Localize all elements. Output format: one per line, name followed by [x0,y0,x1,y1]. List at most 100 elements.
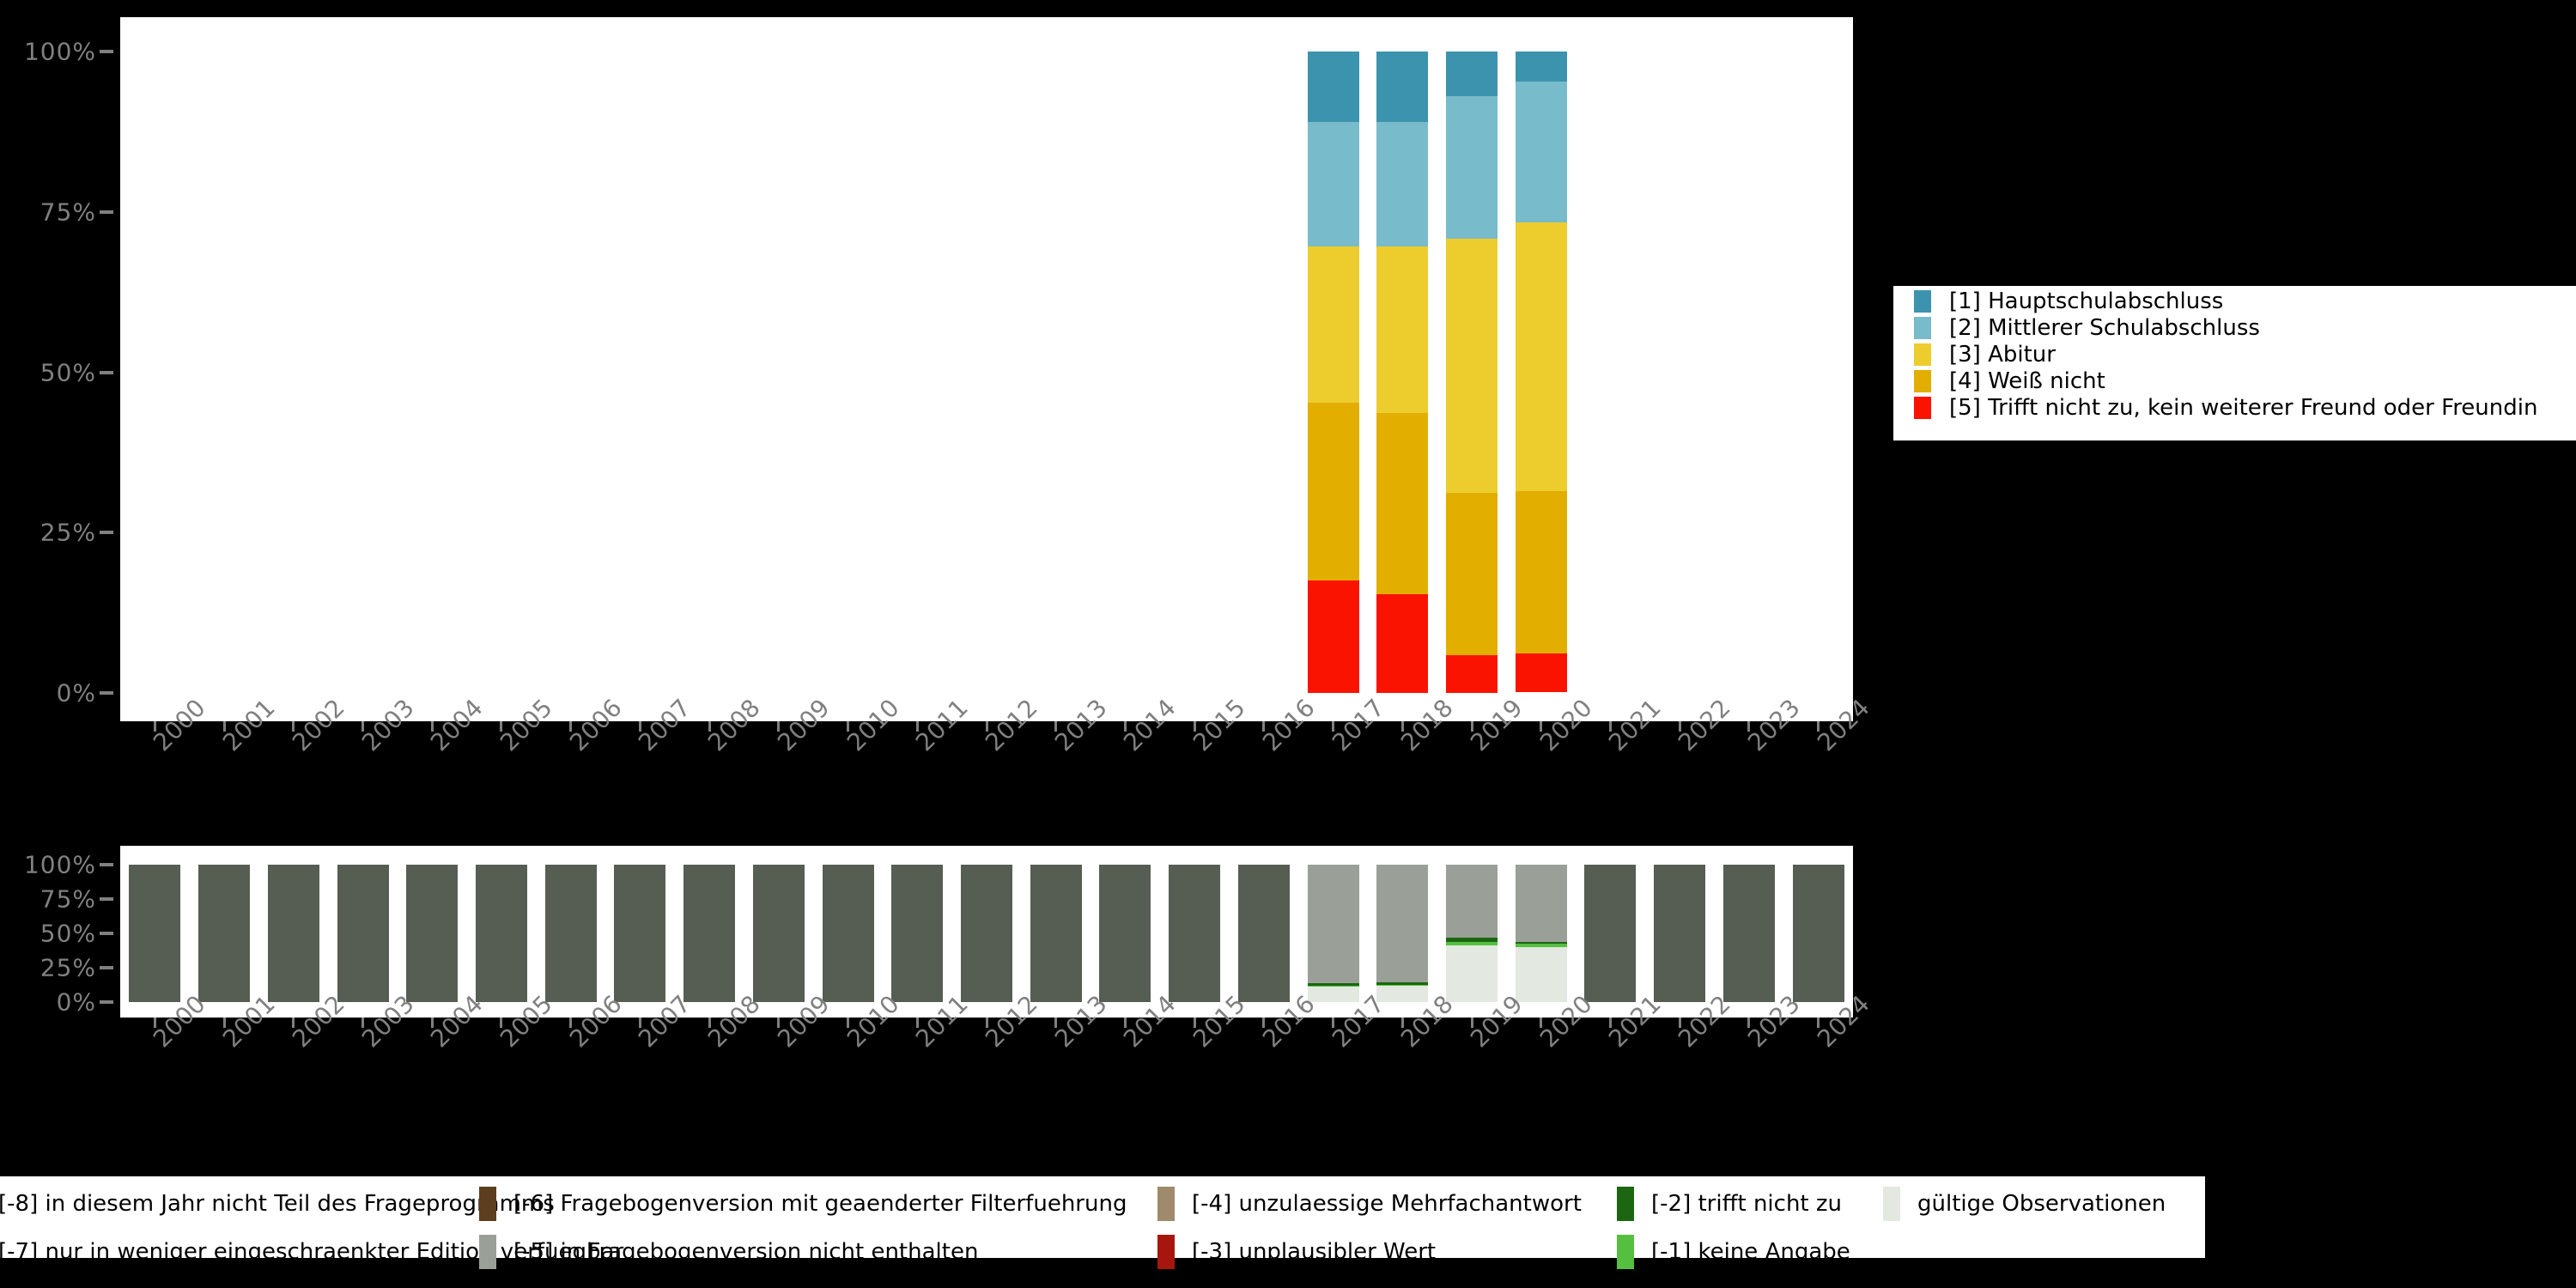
availability-bar-2015[interactable] [1169,865,1221,1002]
availability-bar-2018[interactable] [1376,865,1429,1002]
main-bar-segment [1515,653,1567,693]
availability-legend-item[interactable]: [-5] in Fragebogenversion nicht enthalte… [479,1235,978,1269]
legend-swatch-icon [1914,396,1931,419]
availability-bar-2014[interactable] [1099,865,1151,1002]
availability-bar-segment [475,865,527,1002]
main-y-tick-mark [100,210,113,214]
availability-bar-2020[interactable] [1515,865,1567,1002]
availability-bar-2010[interactable] [822,865,874,1002]
availability-x-tick-mark [915,1018,919,1028]
availability-x-tick-mark [1747,1018,1751,1028]
main-y-tick-label: 75% [39,197,96,227]
legend-item[interactable]: [3] Abitur [1895,341,2576,368]
availability-bar-2007[interactable] [614,865,666,1002]
legend-item-label: [4] Weiß nicht [1949,368,2105,394]
availability-bar-2005[interactable] [475,865,527,1002]
availability-bar-2016[interactable] [1237,865,1290,1002]
main-bar-2020[interactable] [1515,52,1567,693]
availability-legend-item-label: [-4] unzulaessige Mehrfachantwort [1192,1191,1582,1217]
availability-bar-2022[interactable] [1654,865,1706,1002]
availability-legend-item[interactable]: [-6] Fragebogenversion mit geaenderter F… [479,1187,1127,1221]
main-y-tick-label: 25% [39,518,96,547]
availability-bar-segment [1307,986,1359,1002]
legend-item[interactable]: [2] Mittlerer Schulabschluss [1895,314,2576,341]
availability-bar-segment [129,865,181,1002]
legend-swatch-icon [1914,369,1931,392]
availability-x-tick-mark [1054,1018,1058,1028]
main-x-tick-mark [1678,721,1681,732]
availability-legend-item[interactable]: [-2] trifft nicht zu [1617,1187,1842,1221]
availability-legend-item[interactable]: gültige Observationen [1883,1187,2166,1221]
availability-bar-2019[interactable] [1446,865,1498,1002]
availability-bar-2003[interactable] [337,865,389,1002]
legend-item-label: [1] Hauptschulabschluss [1949,288,2224,314]
main-bar-segment [1446,52,1498,97]
main-bar-2018[interactable] [1376,52,1429,693]
main-x-tick-mark [1332,721,1335,732]
main-bar-segment [1515,491,1567,654]
availability-bar-2024[interactable] [1792,865,1844,1002]
availability-bar-2002[interactable] [267,865,319,1002]
main-x-tick-mark [985,721,988,732]
legend-item-label: [2] Mittlerer Schulabschluss [1949,314,2260,341]
availability-bar-2013[interactable] [1030,865,1082,1002]
availability-legend-item-label: [-1] keine Angabe [1651,1239,1850,1265]
availability-bar-segment [1515,946,1567,1002]
availability-x-tick-mark [222,1018,226,1028]
availability-bar-2009[interactable] [752,865,805,1002]
availability-bar-2008[interactable] [683,865,736,1002]
main-bar-segment [1307,403,1359,581]
availability-legend-item[interactable]: [-3] unplausibler Wert [1157,1235,1436,1269]
availability-bar-segment [752,865,805,1002]
availability-x-tick-mark [985,1018,988,1028]
availability-bar-2012[interactable] [961,865,1012,1002]
availability-x-tick-mark [430,1018,434,1028]
availability-bar-2001[interactable] [198,865,251,1002]
main-bar-segment [1446,492,1498,655]
availability-chart-y-axis: 100% 75% 50% 25% 0% [0,846,120,1018]
availability-bar-segment [1376,985,1429,1002]
availability-x-tick-mark [361,1018,365,1028]
availability-x-tick-mark [1332,1018,1335,1028]
availability-legend-item[interactable]: [-1] keine Angabe [1617,1235,1850,1269]
legend-item[interactable]: [5] Trifft nicht zu, kein weiterer Freun… [1895,394,2576,421]
legend-swatch-icon [1914,289,1931,313]
availability-legend-item[interactable]: [-8] in diesem Jahr nicht Teil des Frage… [0,1187,555,1221]
availability-legend-item-label: [-2] trifft nicht zu [1651,1191,1843,1217]
availability-bar-segment [822,865,874,1002]
availability-bar-segment [1099,865,1151,1002]
availability-x-tick-mark [1470,1018,1473,1028]
main-y-tick-mark [100,691,113,695]
availability-bar-segment [1446,941,1498,946]
availability-legend-item[interactable]: [-7] nur in weniger eingeschraenkter Edi… [0,1235,623,1269]
main-y-tick-label: 100% [23,37,96,66]
legend-item[interactable]: [4] Weiß nicht [1895,368,2576,394]
availability-x-tick-mark [1400,1018,1404,1028]
availability-bar-2021[interactable] [1584,865,1637,1002]
availability-x-tick-mark [1540,1018,1543,1028]
main-x-tick-mark [1747,721,1751,732]
availability-y-tick-mark [100,863,113,866]
main-x-tick-mark [777,721,781,732]
availability-x-tick-mark [1123,1018,1127,1028]
main-bar-segment [1446,654,1498,693]
legend-item[interactable]: [1] Hauptschulabschluss [1895,288,2576,314]
availability-bar-2011[interactable] [891,865,944,1002]
main-bar-2019[interactable] [1446,52,1498,693]
availability-legend-item[interactable]: [-4] unzulaessige Mehrfachantwort [1157,1187,1582,1221]
availability-bar-2000[interactable] [129,865,181,1002]
availability-bar-segment [1237,865,1290,1002]
availability-legend-swatch-icon [1157,1235,1175,1269]
availability-x-tick-mark [1817,1018,1820,1028]
availability-bar-2004[interactable] [406,865,459,1002]
availability-x-tick-mark [1608,1018,1612,1028]
availability-bar-2006[interactable] [544,865,597,1002]
availability-bar-2023[interactable] [1722,865,1775,1002]
availability-bar-segment [198,865,251,1002]
main-bar-2017[interactable] [1307,52,1359,693]
availability-bar-segment [1307,983,1359,986]
availability-bar-2017[interactable] [1307,865,1359,1002]
availability-legend-item-label: [-3] unplausibler Wert [1192,1239,1437,1265]
availability-bar-segment [406,865,459,1002]
availability-x-tick-mark [638,1018,641,1028]
